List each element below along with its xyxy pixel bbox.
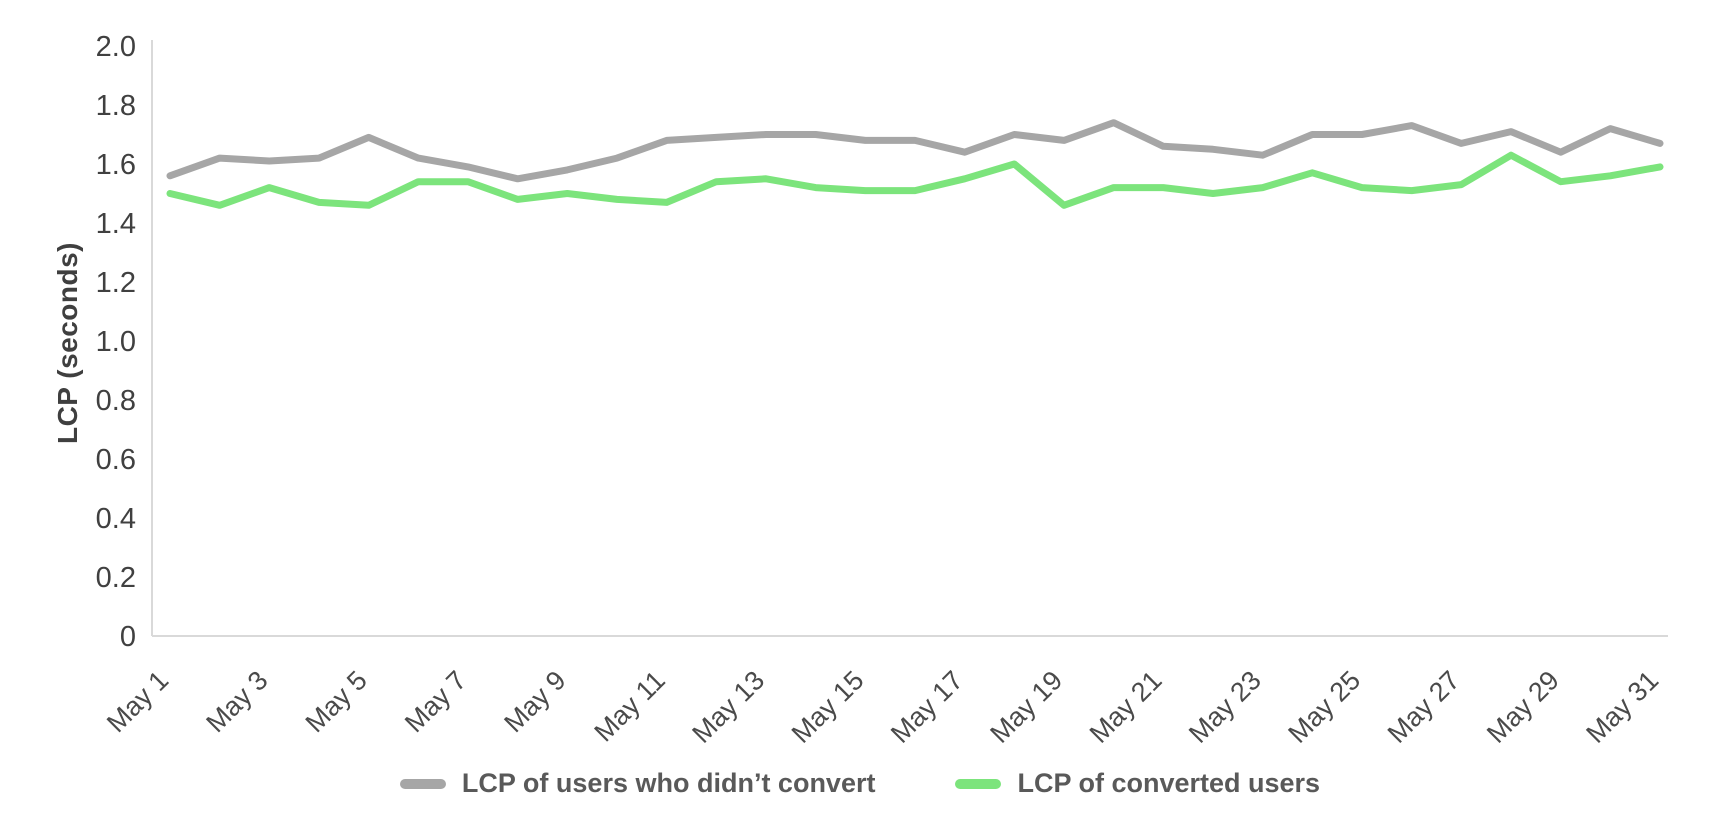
- x-tick-label: May 9: [498, 665, 571, 738]
- x-tick-label: May 13: [686, 665, 770, 749]
- x-tick-label: May 7: [399, 665, 472, 738]
- x-tick-label: May 11: [588, 665, 670, 747]
- y-tick-label: 0.6: [96, 444, 136, 476]
- y-tick-label: 1.8: [96, 90, 136, 122]
- y-tick-label: 1.2: [96, 267, 136, 299]
- legend-label-converted: LCP of converted users: [1017, 768, 1321, 798]
- y-tick-label: 1.6: [96, 149, 136, 181]
- y-tick-label: 1.4: [96, 208, 136, 240]
- y-tick-label: 2.0: [96, 31, 136, 63]
- legend: LCP of users who didn’t convert LCP of c…: [0, 768, 1720, 799]
- y-tick-label: 1.0: [96, 326, 136, 358]
- plot-area: 0 0.2 0.4 0.6 0.8 1.0 1.2 1.4 1.6 1.8 2.0 May 1 May …: [96, 31, 1668, 749]
- x-tick-label: May 21: [1084, 665, 1168, 749]
- x-tick-label: May 15: [786, 665, 870, 749]
- y-tick-label: 0: [120, 621, 136, 653]
- x-tick-label: May 25: [1282, 665, 1366, 749]
- x-tick-label: May 29: [1481, 665, 1565, 749]
- legend-label-not-converted: LCP of users who didn’t convert: [461, 768, 876, 798]
- green-line-swatch: [955, 778, 1002, 789]
- y-tick-label: 0.8: [96, 385, 136, 417]
- y-tick-label: 0.2: [96, 562, 136, 594]
- x-tick-label: May 3: [200, 665, 273, 738]
- line-converted: [166, 151, 1664, 209]
- x-tick-label: May 19: [984, 665, 1068, 749]
- x-tick-label: May 31: [1580, 665, 1664, 749]
- x-tick-label: May 1: [101, 665, 174, 738]
- x-tick-label: May 17: [885, 665, 969, 749]
- x-tick-label: May 27: [1382, 665, 1466, 749]
- y-tick-label: 0.4: [96, 503, 136, 535]
- gray-line-swatch: [399, 778, 446, 789]
- x-tick-label: May 23: [1183, 665, 1267, 749]
- x-tick-label: May 5: [300, 665, 373, 738]
- legend-item-converted: LCP of converted users: [955, 768, 1320, 799]
- legend-item-not-converted: LCP of users who didn’t convert: [399, 768, 876, 799]
- line-not-converted: [166, 119, 1664, 183]
